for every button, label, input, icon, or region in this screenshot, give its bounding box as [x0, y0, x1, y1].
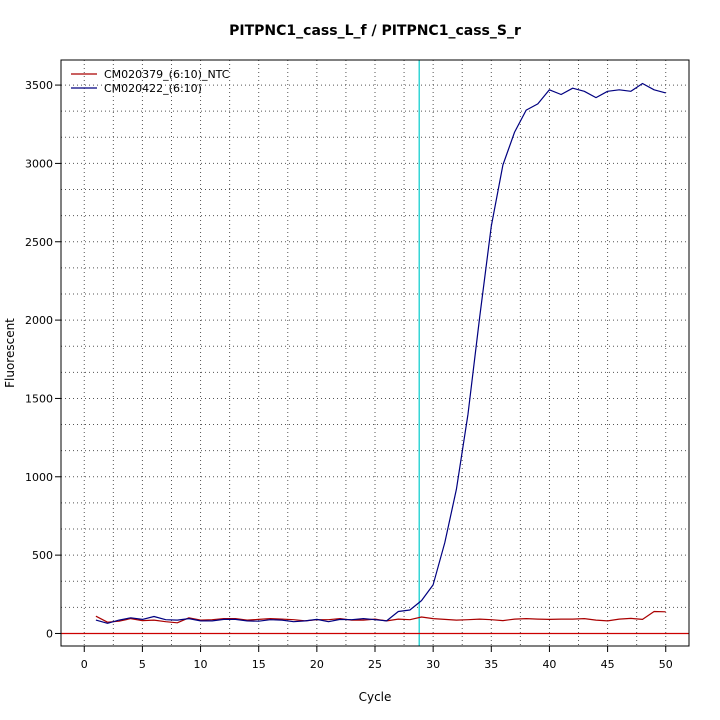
legend-label-2: CM020422_(6:10)	[104, 82, 202, 95]
y-tick-label: 2000	[25, 314, 53, 327]
x-tick-label: 45	[601, 658, 615, 671]
y-tick-label: 1500	[25, 392, 53, 405]
grid	[61, 60, 689, 646]
x-tick-label: 20	[310, 658, 324, 671]
x-axis-label: Cycle	[359, 690, 392, 704]
y-tick-label: 500	[32, 549, 53, 562]
reference-lines	[61, 60, 689, 646]
x-tick-label: 10	[194, 658, 208, 671]
x-tick-label: 50	[659, 658, 673, 671]
y-tick-label: 2500	[25, 236, 53, 249]
y-tick-label: 3000	[25, 157, 53, 170]
x-tick-label: 15	[252, 658, 266, 671]
legend-label-1: CM020379_(6:10)_NTC	[104, 68, 230, 81]
y-tick-label: 3500	[25, 79, 53, 92]
series-lines	[95, 82, 666, 624]
x-tick-label: 35	[484, 658, 498, 671]
chart-title: PITPNC1_cass_L_f / PITPNC1_cass_S_r	[229, 23, 521, 39]
x-tick-label: 30	[426, 658, 440, 671]
y-axis-label: Fluorescent	[3, 318, 17, 388]
x-tick-label: 25	[368, 658, 382, 671]
x-tick-label: 0	[81, 658, 88, 671]
y-tick-label: 0	[46, 627, 53, 640]
x-tick-label: 5	[139, 658, 146, 671]
y-tick-label: 1000	[25, 471, 53, 484]
axes: 0 5 10 15 20 25 30 35 40 45 5005001000150020002500…	[25, 79, 673, 671]
series-line-2	[95, 82, 666, 624]
x-tick-label: 40	[542, 658, 556, 671]
